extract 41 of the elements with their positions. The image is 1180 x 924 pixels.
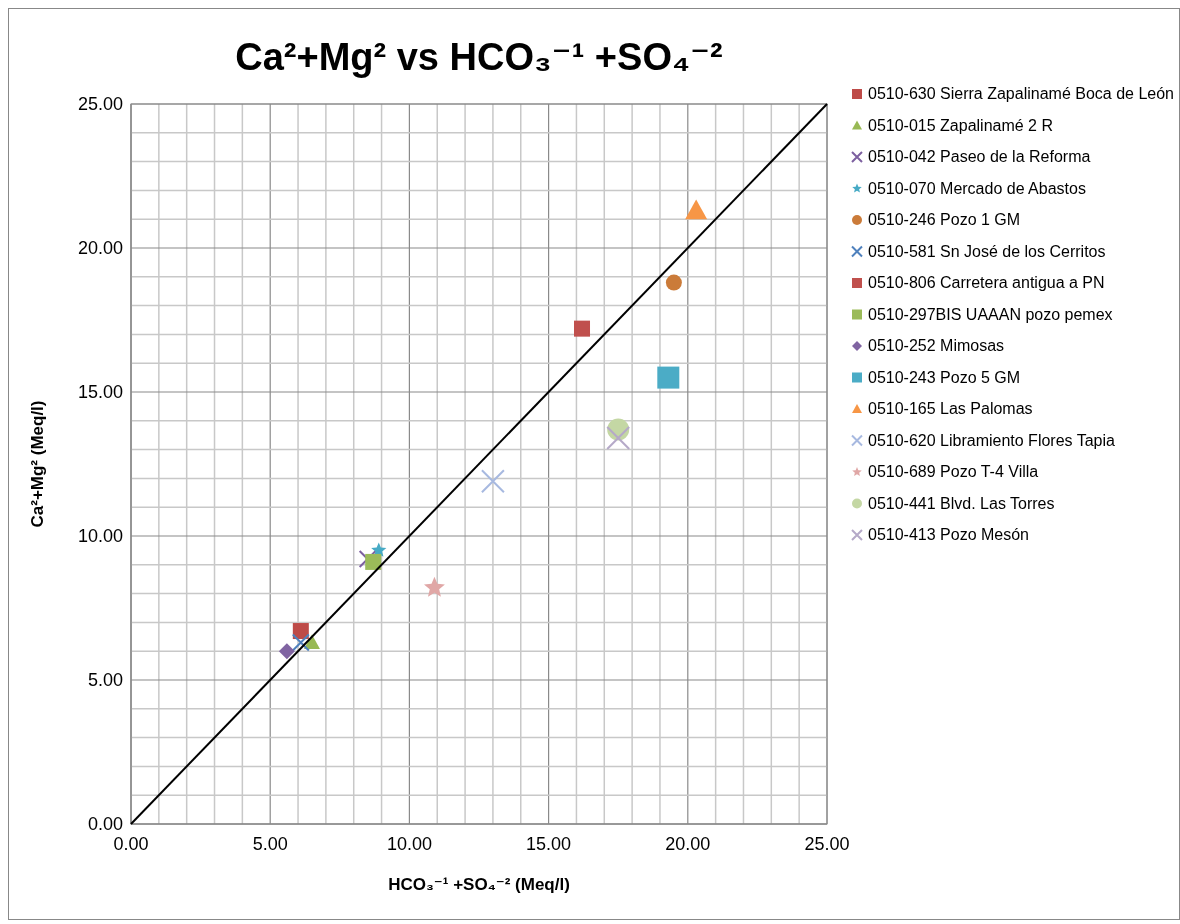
point	[278, 643, 295, 660]
point	[665, 274, 682, 291]
x-tick-label: 5.00	[252, 834, 288, 854]
point	[480, 469, 505, 494]
legend-label: 0510-243 Pozo 5 GM	[868, 368, 1021, 386]
legend-label: 0510-689 Pozo T-4 Villa	[868, 463, 1039, 480]
x-tick-label: 20.00	[665, 834, 711, 854]
x-tick-label: 15.00	[526, 834, 572, 854]
legend-label: 0510-806 Carretera antigua a PN	[868, 274, 1105, 291]
x-axis-title: HCO₃⁻¹ +SO₄⁻² (Meq/l)	[388, 875, 570, 894]
y-tick-label: 25.00	[77, 94, 123, 114]
chart-title: Ca²+Mg² vs HCO₃⁻¹ +SO₄⁻²	[235, 36, 723, 78]
y-tick-label: 5.00	[87, 670, 123, 690]
legend-label: 0510-165 Las Palomas	[868, 400, 1033, 417]
x-tick-label: 25.00	[804, 834, 850, 854]
point	[291, 633, 310, 652]
legend-label: 0510-297BIS UAAAN pozo pemex	[868, 305, 1113, 323]
legend-label: 0510-413 Pozo Mesón	[868, 526, 1029, 543]
y-tick-label: 15.00	[77, 382, 123, 402]
y-tick-label: 0.00	[87, 814, 123, 834]
legend-label: 0510-620 Libramiento Flores Tapia	[868, 431, 1116, 449]
point	[657, 366, 680, 389]
legend-label: 0510-630 Sierra Zapalinamé Boca de León	[868, 85, 1174, 102]
legend-label: 0510-441 Blvd. Las Torres	[868, 494, 1055, 512]
legend-label: 0510-042 Paseo de la Reforma	[868, 148, 1091, 165]
y-tick-label: 20.00	[77, 238, 123, 258]
legend-label: 0510-581 Sn José de los Cerritos	[868, 242, 1106, 260]
point	[685, 199, 708, 220]
legend-label: 0510-015 Zapalinamé 2 R	[868, 116, 1054, 134]
point	[606, 426, 631, 451]
x-tick-label: 10.00	[386, 834, 432, 854]
point	[358, 550, 377, 569]
point	[423, 576, 445, 597]
legend-label: 0510-246 Pozo 1 GM	[868, 211, 1021, 228]
point	[574, 320, 591, 337]
legend-label: 0510-252 Mimosas	[868, 337, 1005, 354]
point	[365, 553, 382, 570]
y-axis-title: Ca²+Mg² (Meq/l)	[28, 400, 47, 528]
x-tick-label: 0.00	[113, 834, 149, 854]
y-tick-label: 10.00	[77, 526, 123, 546]
legend-label: 0510-070 Mercado de Abastos	[868, 179, 1086, 197]
